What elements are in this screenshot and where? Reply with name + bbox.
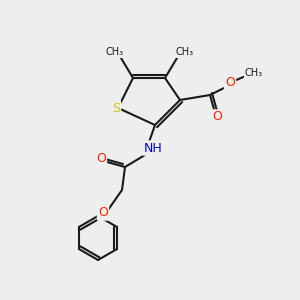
- Text: NH: NH: [144, 142, 162, 154]
- Text: O: O: [96, 152, 106, 166]
- Text: O: O: [212, 110, 222, 124]
- Text: O: O: [98, 206, 108, 220]
- Text: CH₃: CH₃: [245, 68, 263, 78]
- Text: CH₃: CH₃: [106, 47, 124, 57]
- Text: S: S: [112, 101, 120, 115]
- Text: O: O: [225, 76, 235, 89]
- Text: CH₃: CH₃: [176, 47, 194, 57]
